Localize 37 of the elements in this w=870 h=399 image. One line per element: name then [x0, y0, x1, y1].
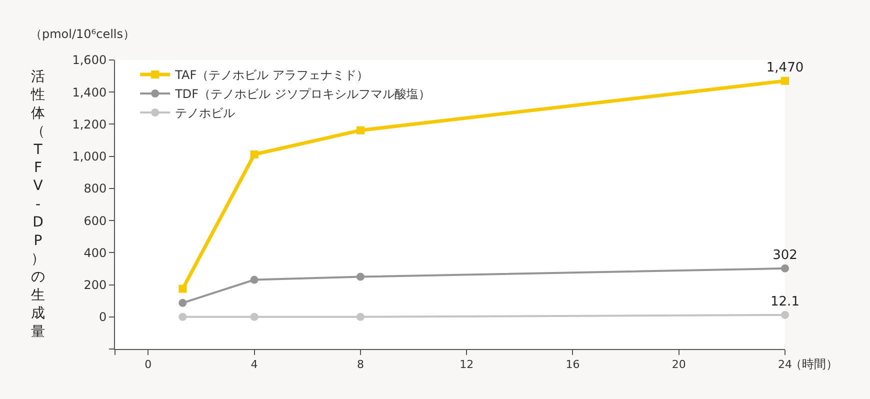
y-tick-label: 0 [98, 310, 107, 324]
x-tick-label: 4 [250, 358, 258, 372]
y-tick-label: 600 [84, 214, 107, 228]
x-tick-label: 16 [566, 358, 580, 372]
x-tick-label: 20 [672, 358, 686, 372]
x-tick-label: 0 [144, 358, 152, 372]
point [356, 272, 364, 281]
x-tick-label: 24 [778, 358, 792, 372]
point [781, 264, 789, 272]
legend-label: テノホビル [175, 106, 236, 120]
x-tick-label: 8 [356, 358, 364, 372]
y-tick-label: 1,600 [72, 53, 107, 68]
x-axis-title: （時間） [790, 357, 838, 371]
y-tick-label: 1,400 [72, 85, 107, 100]
y-tick-label: 800 [84, 182, 107, 196]
point [250, 150, 258, 158]
x-tick-label: 12 [460, 358, 474, 372]
point [356, 126, 364, 134]
y-tick-label: 1,000 [72, 150, 107, 164]
point [178, 298, 187, 307]
legend-label: TAF（テノホビル アラフェナミド） [174, 68, 368, 82]
point [250, 312, 258, 321]
y-tick-label: 1,200 [72, 117, 107, 132]
point [250, 276, 258, 284]
legend-label: TDF（テノホビル ジソプロキシルフマル酸塩） [174, 87, 430, 102]
point [356, 312, 364, 321]
y-tick-label: 400 [84, 246, 107, 260]
point [178, 312, 187, 321]
y-tick-label: 200 [84, 278, 107, 292]
data-label: 302 [772, 248, 798, 264]
data-label: 12.1 [770, 294, 800, 310]
data-label: 1,470 [766, 60, 804, 76]
text: 活性体（TFV-DP）の生成量 [31, 69, 45, 340]
point [781, 310, 789, 319]
text: （pmol/10⁶cells） [30, 27, 136, 41]
point [781, 76, 789, 85]
point [178, 284, 187, 293]
